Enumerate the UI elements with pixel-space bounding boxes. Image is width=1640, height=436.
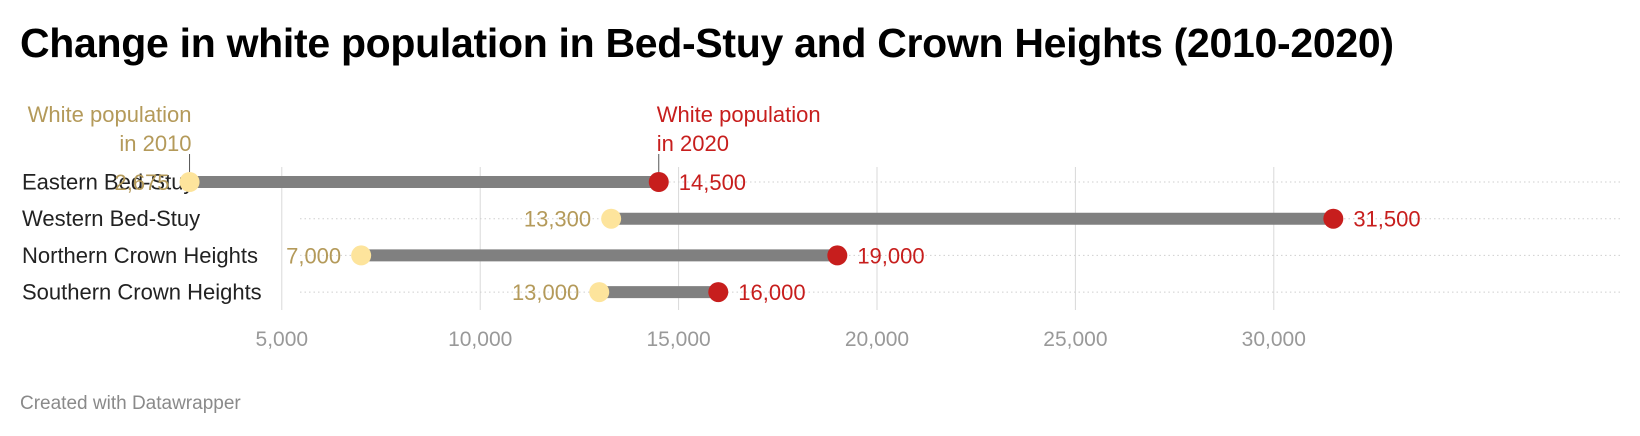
dot-2010: [589, 282, 610, 303]
value-label-2010: 7,000: [286, 243, 341, 268]
legend-label-2010: in 2010: [119, 131, 191, 156]
dot-2020: [1323, 208, 1344, 229]
category-label: Southern Crown Heights: [22, 280, 262, 305]
category-label: Eastern Bed-Stuy: [22, 170, 194, 195]
dot-2020: [648, 172, 669, 192]
dot-2020: [827, 245, 848, 266]
value-label-2010: 2,675: [114, 170, 169, 195]
value-label-2020: 16,000: [738, 280, 805, 305]
legend-label-2020: White population: [657, 102, 821, 127]
dot-2010: [601, 208, 622, 229]
x-tick-label: 10,000: [448, 328, 512, 351]
dot-2010: [179, 172, 200, 192]
credit-footer: Created with Datawrapper: [20, 393, 241, 414]
category-label: Northern Crown Heights: [22, 243, 258, 268]
value-label-2020: 14,500: [679, 170, 746, 195]
dot-2020: [708, 282, 729, 303]
x-tick-label: 30,000: [1242, 328, 1306, 351]
legend-label-2020: in 2020: [657, 131, 729, 156]
x-tick-label: 25,000: [1043, 328, 1107, 351]
chart-title: Change in white population in Bed-Stuy a…: [20, 20, 1394, 66]
value-label-2020: 31,500: [1353, 207, 1420, 232]
dot-2010: [351, 245, 372, 266]
value-label-2020: 19,000: [857, 243, 924, 268]
x-tick-label: 5,000: [256, 328, 309, 351]
category-label: Western Bed-Stuy: [22, 206, 200, 231]
x-tick-label: 20,000: [845, 328, 909, 351]
value-label-2010: 13,300: [524, 207, 591, 232]
value-label-2010: 13,000: [512, 280, 579, 305]
x-tick-label: 15,000: [646, 328, 710, 351]
legend-label-2010: White population: [28, 102, 192, 127]
